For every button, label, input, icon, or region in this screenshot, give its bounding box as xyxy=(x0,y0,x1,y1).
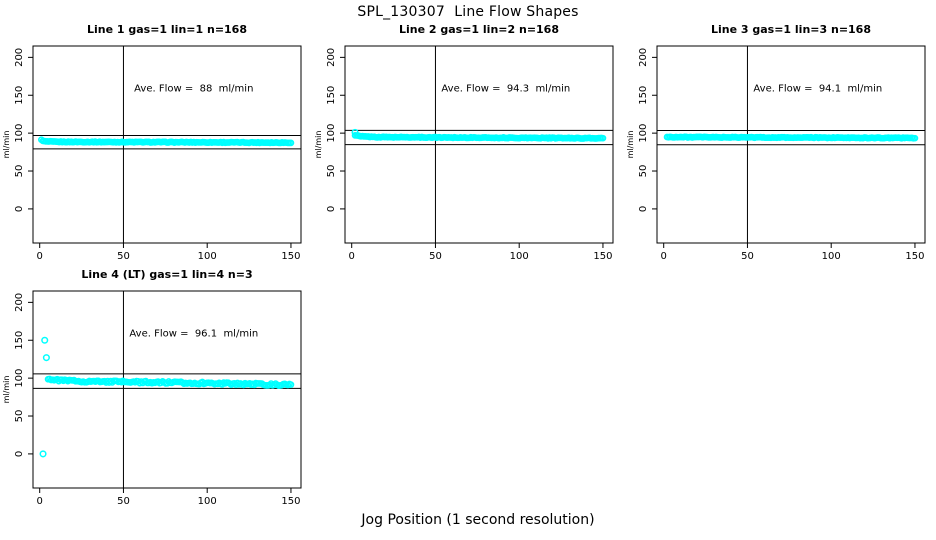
plot-box xyxy=(32,290,302,489)
x-tick-label: 50 xyxy=(741,251,754,262)
y-tick-label: 200 xyxy=(14,48,25,67)
data-points xyxy=(39,336,295,458)
y-tick-label: 200 xyxy=(638,48,649,67)
flow-point xyxy=(599,134,607,142)
y-tick-label: 100 xyxy=(638,124,649,143)
axes xyxy=(340,45,614,248)
y-axis-title: ml/min xyxy=(2,376,11,404)
y-tick-label: 150 xyxy=(326,86,337,105)
x-axis-label: Jog Position (1 second resolution) xyxy=(361,512,595,528)
y-tick-label: 100 xyxy=(14,124,25,143)
y-tick-label: 150 xyxy=(14,331,25,350)
y-tick-label: 50 xyxy=(638,165,649,178)
x-tick-label: 0 xyxy=(37,251,43,262)
y-tick-label: 0 xyxy=(326,206,337,212)
panel-title: Line 3 gas=1 lin=3 n=168 xyxy=(711,23,871,36)
y-tick-label: 0 xyxy=(14,206,25,212)
y-tick-label: 100 xyxy=(326,124,337,143)
panel-line-4: Line 4 (LT) gas=1 lin=4 n=3 0 50 100 150 0 50 1… xyxy=(0,265,312,510)
y-tick-label: 200 xyxy=(326,48,337,67)
line4-chart: Line 4 (LT) gas=1 lin=4 n=3 0 50 100 150 0 50 1… xyxy=(2,268,302,507)
flow-point xyxy=(287,139,295,147)
y-tick-label: 50 xyxy=(14,410,25,423)
y-tick-label: 200 xyxy=(14,293,25,312)
ave-flow-annotation: Ave. Flow = 94.3 ml/min xyxy=(441,83,570,94)
axes xyxy=(28,45,302,248)
y-tick-label: 150 xyxy=(638,86,649,105)
panel-title: Line 2 gas=1 lin=2 n=168 xyxy=(399,23,559,36)
y-tick-label: 50 xyxy=(326,165,337,178)
panel-title: Line 1 gas=1 lin=1 n=168 xyxy=(87,23,247,36)
x-tick-label: 100 xyxy=(198,251,217,262)
x-tick-label: 50 xyxy=(429,251,442,262)
flow-point xyxy=(911,134,919,142)
figure-title: SPL_130307 Line Flow Shapes xyxy=(357,4,579,20)
y-tick-label: 100 xyxy=(14,369,25,388)
x-tick-label: 0 xyxy=(661,251,667,262)
outlier-point xyxy=(351,128,359,136)
data-points xyxy=(38,136,295,147)
x-tick-label: 50 xyxy=(117,251,130,262)
y-tick-label: 150 xyxy=(14,86,25,105)
x-tick-label: 150 xyxy=(905,251,924,262)
data-points xyxy=(663,133,919,142)
x-tick-label: 100 xyxy=(198,496,217,507)
y-tick-label: 0 xyxy=(14,451,25,457)
x-tick-label: 100 xyxy=(822,251,841,262)
x-tick-label: 100 xyxy=(510,251,529,262)
ave-flow-annotation: Ave. Flow = 96.1 ml/min xyxy=(129,328,258,339)
data-points xyxy=(351,128,607,142)
outlier-point xyxy=(42,354,50,362)
line1-chart: Line 1 gas=1 lin=1 n=168 0 50 100 150 0 50 100 1… xyxy=(2,23,302,262)
y-tick-label: 0 xyxy=(638,206,649,212)
panel-title: Line 4 (LT) gas=1 lin=4 n=3 xyxy=(81,268,252,281)
x-tick-label: 0 xyxy=(37,496,43,507)
plot-box xyxy=(32,45,302,244)
y-axis-title: ml/min xyxy=(314,131,323,159)
line3-chart: Line 3 gas=1 lin=3 n=168 0 50 100 150 0 50 100 1… xyxy=(626,23,926,262)
axes xyxy=(652,45,926,248)
panel-line-3: Line 3 gas=1 lin=3 n=168 0 50 100 150 0 50 100 1… xyxy=(624,20,936,265)
axes xyxy=(28,290,302,493)
outlier-point xyxy=(41,336,49,344)
y-axis-title: ml/min xyxy=(2,131,11,159)
x-tick-label: 50 xyxy=(117,496,130,507)
x-tick-label: 150 xyxy=(593,251,612,262)
ave-flow-annotation: Ave. Flow = 88 ml/min xyxy=(134,83,253,94)
ave-flow-annotation: Ave. Flow = 94.1 ml/min xyxy=(753,83,882,94)
y-axis-title: ml/min xyxy=(626,131,635,159)
panel-line-1: Line 1 gas=1 lin=1 n=168 0 50 100 150 0 50 100 1… xyxy=(0,20,312,265)
y-tick-label: 50 xyxy=(14,165,25,178)
flow-point xyxy=(287,381,295,388)
x-tick-label: 150 xyxy=(281,496,300,507)
panel-line-2: Line 2 gas=1 lin=2 n=168 0 50 100 150 0 50 100 1… xyxy=(312,20,624,265)
x-tick-label: 0 xyxy=(349,251,355,262)
outlier-point xyxy=(39,450,47,458)
line2-chart: Line 2 gas=1 lin=2 n=168 0 50 100 150 0 50 100 1… xyxy=(314,23,614,262)
x-tick-label: 150 xyxy=(281,251,300,262)
